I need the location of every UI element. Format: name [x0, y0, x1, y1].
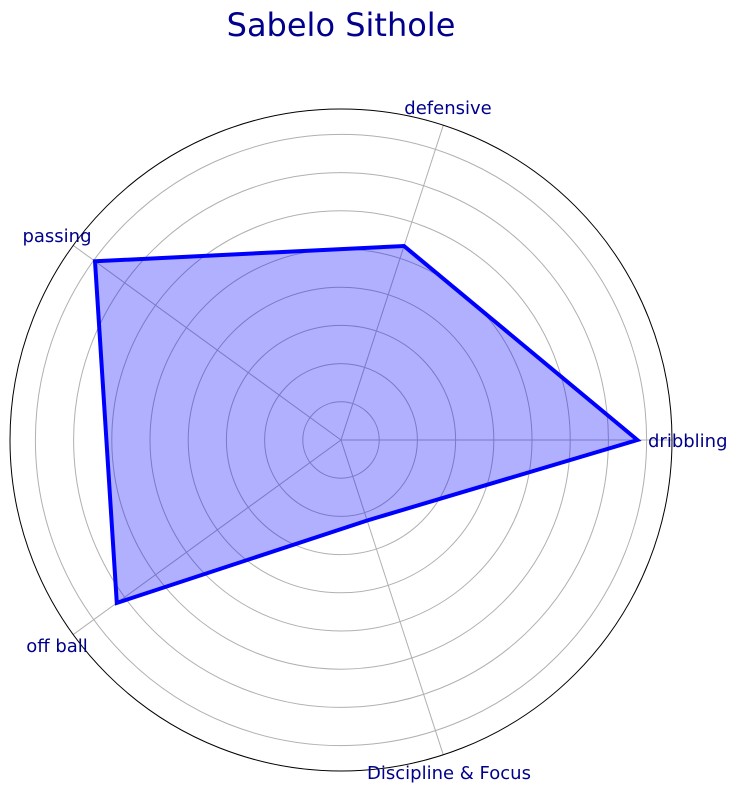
axis-label-off-ball: off ball [26, 636, 88, 657]
axis-label-passing: passing [22, 226, 91, 247]
axis-label-defensive: defensive [404, 98, 491, 119]
chart-title: Sabelo Sithole [227, 6, 456, 44]
axis-label-dribbling: dribbling [648, 431, 728, 452]
series-area [95, 246, 637, 603]
radar-series [95, 246, 638, 603]
axis-label-discipline-focus: Discipline & Focus [367, 763, 531, 784]
